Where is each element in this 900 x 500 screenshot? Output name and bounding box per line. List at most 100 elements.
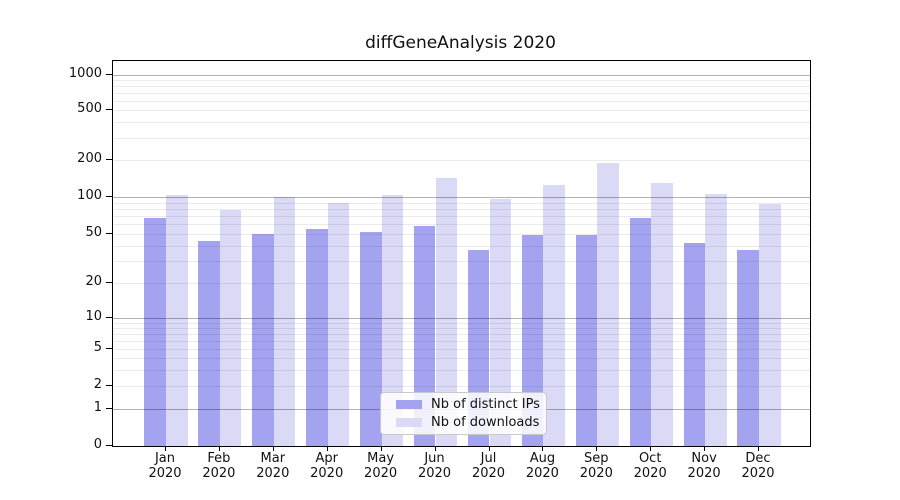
major-gridline-10 <box>113 317 810 319</box>
y-tick-50 <box>106 232 112 234</box>
bar-distinct-ips-jun <box>413 225 436 446</box>
bar-distinct-ips-jan <box>144 218 166 446</box>
bar-distinct-ips-nov <box>683 243 706 446</box>
y-tick-label-10: 10 <box>85 308 102 324</box>
bar-distinct-ips-feb <box>198 240 220 446</box>
x-tick-apr <box>326 446 328 451</box>
minor-gridline-5 <box>113 349 810 351</box>
minor-gridline-300 <box>113 137 810 139</box>
x-tick-label-aug: Aug 2020 <box>525 451 559 481</box>
bar-downloads-oct <box>651 183 673 446</box>
bar-downloads-feb <box>219 210 242 446</box>
x-tick-jun <box>434 446 436 451</box>
minor-gridline-900 <box>113 80 810 82</box>
bar-downloads-jan <box>166 195 188 446</box>
y-tick-label-200: 200 <box>77 150 102 166</box>
bar-distinct-ips-oct <box>629 218 652 446</box>
major-gridline-1000 <box>113 75 810 76</box>
x-tick-feb <box>218 446 220 451</box>
legend: Nb of distinct IPs Nb of downloads <box>380 392 547 435</box>
minor-gridline-40 <box>113 245 810 247</box>
x-tick-mar <box>272 446 274 451</box>
bar-distinct-ips-apr <box>306 228 328 446</box>
bar-distinct-ips-dec <box>737 249 759 446</box>
x-tick-oct <box>650 446 652 451</box>
legend-swatch-distinct-ips <box>396 399 422 409</box>
chart-title: diffGeneAnalysis 2020 <box>365 33 556 53</box>
legend-label-downloads: Nb of downloads <box>431 415 540 431</box>
grid-layer <box>113 61 810 446</box>
x-tick-label-oct: Oct 2020 <box>633 451 667 481</box>
x-tick-label-nov: Nov 2020 <box>687 451 721 481</box>
y-tick-100 <box>106 196 112 197</box>
legend-row-downloads: Nb of downloads <box>396 415 540 432</box>
x-tick-label-may: May 2020 <box>364 451 398 481</box>
y-tick-500 <box>106 109 112 111</box>
y-tick-label-100: 100 <box>77 188 102 203</box>
y-tick-label-2: 2 <box>93 377 102 392</box>
y-tick-200 <box>106 158 112 160</box>
x-tick-label-sep: Sep 2020 <box>579 451 613 481</box>
y-tick-1000 <box>106 74 112 75</box>
minor-gridline-50 <box>113 233 810 235</box>
y-tick-20 <box>106 282 112 283</box>
y-tick-label-50: 50 <box>85 224 102 240</box>
minor-gridline-7 <box>113 334 810 335</box>
minor-gridline-20 <box>113 283 810 284</box>
y-tick-1 <box>106 408 112 410</box>
bar-distinct-ips-mar <box>252 233 274 446</box>
minor-gridline-700 <box>113 93 810 95</box>
bar-downloads-may <box>381 195 404 446</box>
minor-gridline-9 <box>113 322 810 324</box>
legend-row-distinct-ips: Nb of distinct IPs <box>396 396 540 413</box>
minor-gridline-500 <box>113 110 810 112</box>
bar-downloads-sep <box>597 162 619 446</box>
bar-distinct-ips-may <box>360 231 382 446</box>
y-tick-label-1000: 1000 <box>68 66 102 81</box>
minor-gridline-80 <box>113 208 810 210</box>
bar-downloads-jul <box>489 198 512 446</box>
y-tick-label-20: 20 <box>85 274 102 289</box>
bar-distinct-ips-sep <box>575 234 598 446</box>
bar-downloads-jun <box>435 178 458 446</box>
minor-gridline-200 <box>113 159 810 161</box>
minor-gridline-60 <box>113 224 810 225</box>
bar-downloads-nov <box>705 193 727 446</box>
y-tick-2 <box>106 385 112 386</box>
minor-gridline-6 <box>113 341 810 342</box>
y-tick-label-500: 500 <box>77 101 102 117</box>
minor-gridline-70 <box>113 215 810 217</box>
x-tick-label-apr: Apr 2020 <box>310 451 344 481</box>
y-tick-label-5: 5 <box>93 340 102 356</box>
y-tick-label-1: 1 <box>93 400 102 416</box>
minor-gridline-4 <box>113 358 810 360</box>
y-tick-0 <box>106 445 112 446</box>
x-tick-nov <box>704 446 706 451</box>
bar-downloads-mar <box>273 197 296 446</box>
minor-gridline-2 <box>113 386 810 387</box>
x-tick-label-jun: Jun 2020 <box>417 451 452 481</box>
y-tick-10 <box>106 316 112 318</box>
legend-swatch-downloads <box>396 418 422 428</box>
minor-gridline-400 <box>113 122 810 124</box>
minor-gridline-30 <box>113 261 810 263</box>
bar-downloads-apr <box>327 203 350 446</box>
x-tick-aug <box>542 446 544 451</box>
x-tick-dec <box>758 446 759 451</box>
minor-gridline-800 <box>113 86 810 88</box>
x-tick-label-jul: Jul 2020 <box>471 451 506 481</box>
x-tick-sep <box>596 446 598 451</box>
x-tick-label-jan: Jan 2020 <box>148 451 182 481</box>
minor-gridline-8 <box>113 327 810 329</box>
y-tick-label-0: 0 <box>93 437 102 452</box>
x-tick-jan <box>165 446 166 451</box>
minor-gridline-600 <box>113 101 810 102</box>
x-tick-may <box>380 446 382 451</box>
minor-gridline-3 <box>113 369 810 371</box>
y-tick-5 <box>106 348 112 350</box>
plot-area: Nb of distinct IPs Nb of downloads <box>112 60 811 447</box>
x-tick-label-mar: Mar 2020 <box>256 451 290 481</box>
x-tick-label-dec: Dec 2020 <box>741 451 775 481</box>
x-tick-label-feb: Feb 2020 <box>202 451 236 481</box>
